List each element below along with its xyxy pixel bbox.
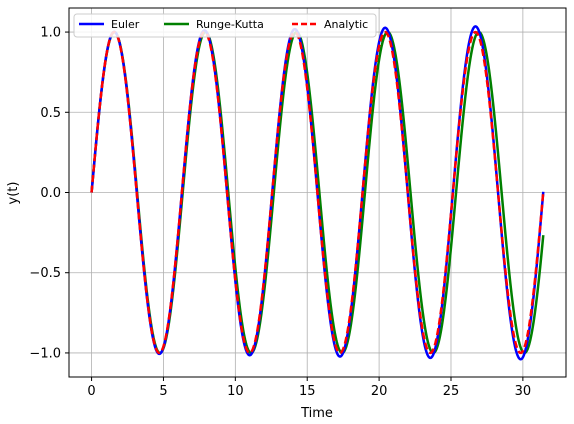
legend-runge-kutta-label: Runge-Kutta: [196, 18, 264, 31]
legend-euler-label: Euler: [111, 18, 140, 31]
series-layer: [90, 25, 545, 361]
y-tick-label: −0.5: [29, 266, 61, 281]
x-axis-label: Time: [300, 406, 333, 421]
legend: Euler Runge-Kutta Analytic: [73, 13, 377, 38]
x-tick-label: 30: [515, 384, 532, 399]
x-tick-label: 0: [87, 384, 95, 399]
x-tick-label: 10: [227, 384, 244, 399]
x-tick-label: 5: [159, 384, 167, 399]
ticks: 0 5 10 15 20 25 30 1.0 0.5 0.0 −0.5 −1.0: [29, 26, 531, 399]
y-tick-label: 1.0: [40, 26, 61, 41]
x-tick-label: 25: [443, 384, 460, 399]
y-tick-label: 0.5: [40, 106, 61, 121]
y-axis-label: y(t): [6, 182, 21, 205]
y-tick-label: 0.0: [40, 186, 61, 201]
y-tick-label: −1.0: [29, 346, 61, 361]
x-tick-label: 20: [371, 384, 388, 399]
legend-box: [73, 13, 377, 38]
x-tick-label: 15: [299, 384, 316, 399]
legend-analytic-label: Analytic: [324, 18, 368, 31]
analytic-series-line: [90, 30, 545, 355]
